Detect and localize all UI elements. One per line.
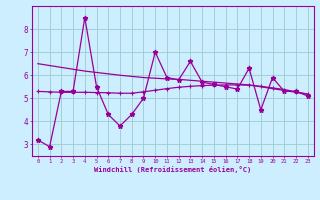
X-axis label: Windchill (Refroidissement éolien,°C): Windchill (Refroidissement éolien,°C) [94, 166, 252, 173]
